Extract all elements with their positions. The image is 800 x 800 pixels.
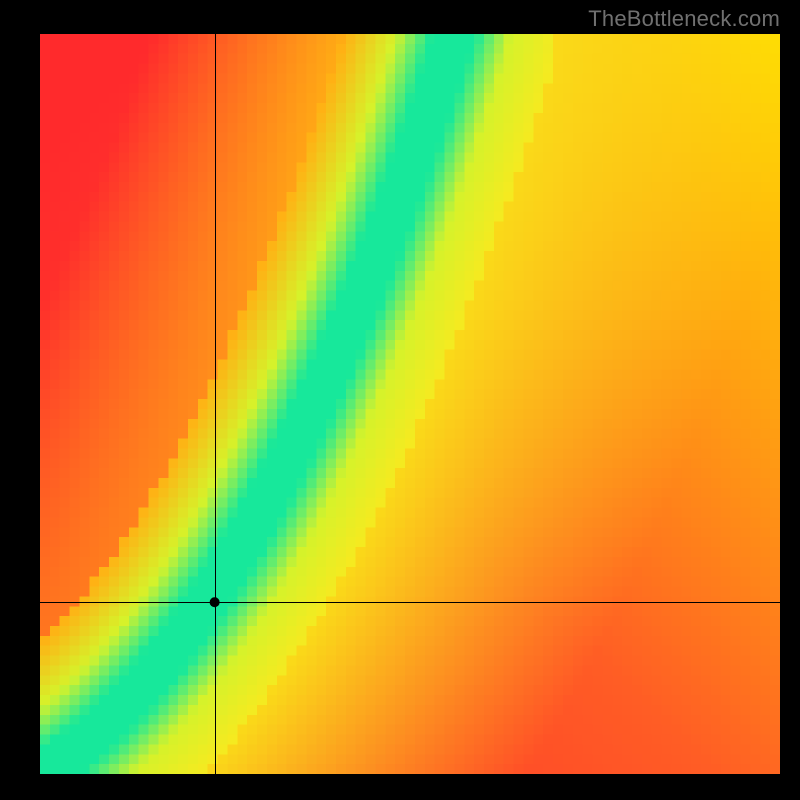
crosshair-overlay [40, 34, 780, 774]
watermark-label: TheBottleneck.com [588, 6, 780, 32]
chart-container: TheBottleneck.com [0, 0, 800, 800]
